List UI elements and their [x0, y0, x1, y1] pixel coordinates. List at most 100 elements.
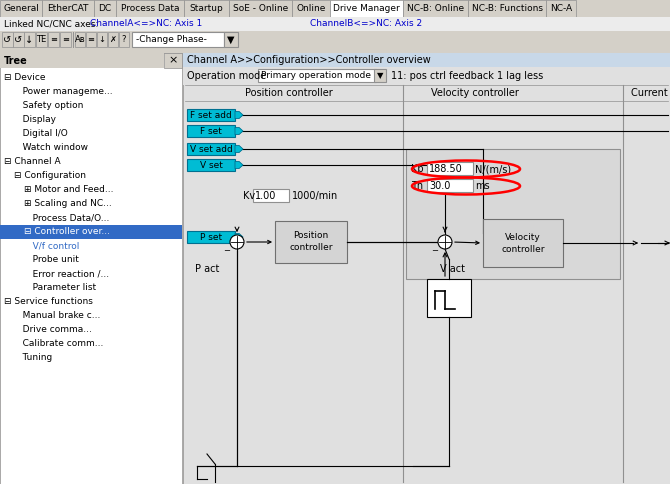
Bar — [75, 32, 85, 47]
Text: Channel A>>Configuration>>Controller overview: Channel A>>Configuration>>Controller ove… — [187, 55, 431, 65]
Bar — [427, 279, 471, 317]
Bar — [42, 0, 94, 17]
Bar — [187, 143, 235, 155]
Bar — [0, 17, 670, 31]
Text: ≡: ≡ — [62, 35, 69, 44]
Text: ms: ms — [475, 181, 490, 191]
Text: Operation mode: Operation mode — [187, 71, 266, 81]
Bar — [483, 219, 563, 267]
Text: Velocity controller: Velocity controller — [431, 88, 519, 98]
Text: ↺: ↺ — [3, 34, 11, 45]
Text: Online: Online — [296, 4, 326, 13]
Text: Safety option: Safety option — [14, 102, 83, 110]
Bar — [187, 159, 235, 171]
Text: Primary operation mode: Primary operation mode — [261, 71, 371, 80]
Text: ▼: ▼ — [227, 34, 234, 45]
Bar — [36, 32, 47, 47]
Text: Drive Manager: Drive Manager — [333, 4, 400, 13]
Text: V set: V set — [200, 161, 222, 169]
Text: P act: P act — [195, 264, 219, 274]
Bar — [275, 221, 347, 263]
Text: -Change Phase-: -Change Phase- — [136, 35, 207, 44]
Bar — [119, 32, 129, 47]
Text: ChannelB<=>NC: Axis 2: ChannelB<=>NC: Axis 2 — [310, 19, 422, 29]
Bar — [330, 0, 403, 17]
Bar — [229, 0, 292, 17]
Text: V set add: V set add — [190, 145, 232, 153]
Text: Manual brake c...: Manual brake c... — [14, 312, 100, 320]
Bar — [164, 53, 182, 68]
Text: SoE - Online: SoE - Online — [233, 4, 288, 13]
Text: ⊞ Motor and Feed...: ⊞ Motor and Feed... — [24, 185, 113, 195]
Bar — [546, 0, 576, 17]
Bar — [187, 109, 235, 121]
Bar — [60, 32, 71, 47]
Text: −: − — [431, 246, 438, 256]
Text: ×: × — [168, 56, 178, 65]
Text: ▼: ▼ — [377, 71, 383, 80]
Text: Parameter list: Parameter list — [24, 284, 96, 292]
Bar — [13, 32, 24, 47]
Bar — [184, 0, 229, 17]
Text: ↓: ↓ — [25, 34, 34, 45]
Bar — [0, 0, 670, 17]
FancyArrow shape — [235, 111, 243, 119]
Text: Tuning: Tuning — [14, 353, 52, 363]
Text: ≡: ≡ — [50, 35, 57, 44]
Text: DC: DC — [98, 4, 112, 13]
Bar — [86, 32, 96, 47]
Bar — [48, 32, 59, 47]
Text: Error reaction /...: Error reaction /... — [24, 270, 109, 278]
Bar — [132, 32, 224, 47]
Text: ⊟ Channel A: ⊟ Channel A — [4, 157, 60, 166]
FancyArrow shape — [235, 145, 243, 152]
Bar — [187, 231, 235, 243]
Text: N/(m/s): N/(m/s) — [475, 164, 511, 174]
Text: Drive comma...: Drive comma... — [14, 326, 92, 334]
Text: Current co...: Current co... — [631, 88, 670, 98]
Text: V/f control: V/f control — [24, 242, 79, 251]
Bar — [0, 53, 164, 68]
Text: controller: controller — [501, 244, 545, 254]
Bar — [224, 32, 238, 47]
Bar — [116, 0, 184, 17]
Bar — [468, 0, 546, 17]
Bar — [403, 0, 468, 17]
Circle shape — [230, 235, 244, 249]
Bar — [427, 179, 473, 192]
Text: Tree: Tree — [4, 56, 27, 65]
Bar — [108, 32, 118, 47]
Bar — [97, 32, 107, 47]
Bar — [183, 67, 670, 85]
Bar — [187, 125, 235, 137]
Text: TE: TE — [36, 35, 47, 44]
Text: 30.0: 30.0 — [429, 181, 450, 191]
Bar — [94, 0, 116, 17]
Text: General: General — [3, 4, 39, 13]
Text: ⊟ Configuration: ⊟ Configuration — [14, 171, 86, 181]
Bar — [374, 69, 386, 82]
Bar — [427, 162, 473, 175]
Text: Startup: Startup — [190, 4, 223, 13]
Bar — [292, 0, 330, 17]
Text: ⊞ Scaling and NC...: ⊞ Scaling and NC... — [24, 199, 112, 209]
Text: Watch window: Watch window — [14, 143, 88, 152]
Text: Velocity: Velocity — [505, 232, 541, 242]
Bar — [258, 69, 376, 82]
Text: ⊟ Controller over...: ⊟ Controller over... — [24, 227, 110, 237]
Text: 188.50: 188.50 — [429, 164, 463, 174]
Bar — [183, 53, 670, 484]
Text: 11: pos ctrl feedback 1 lag less: 11: pos ctrl feedback 1 lag less — [391, 71, 543, 81]
Text: Position: Position — [293, 231, 328, 241]
Text: Digital I/O: Digital I/O — [14, 130, 68, 138]
Text: NC-A: NC-A — [550, 4, 572, 13]
Text: V act: V act — [440, 264, 465, 274]
Text: Display: Display — [14, 116, 56, 124]
Text: EtherCAT: EtherCAT — [48, 4, 88, 13]
Bar — [0, 31, 670, 53]
Bar — [24, 32, 35, 47]
Text: Position controller: Position controller — [245, 88, 333, 98]
Text: ↺: ↺ — [15, 34, 23, 45]
Text: Power manageme...: Power manageme... — [14, 88, 113, 96]
Bar — [253, 189, 289, 202]
